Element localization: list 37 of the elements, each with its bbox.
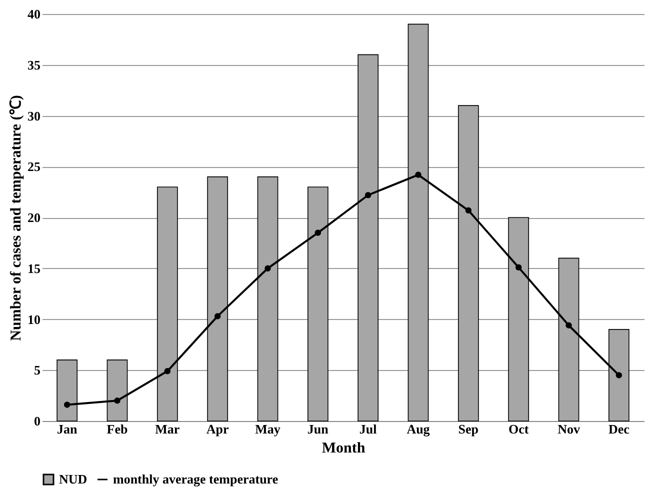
point (415, 172, 422, 178)
x-tick-label: Jun (307, 422, 330, 436)
x-tick-label: Apr (206, 422, 230, 436)
y-tick-label: 30 (28, 108, 40, 124)
x-tick-label: Dec (608, 422, 630, 436)
y-tick-label: 0 (34, 414, 40, 428)
x-tick-label: Oct (508, 422, 530, 436)
y-axis-title: Number of cases and temperature (℃) (8, 95, 24, 341)
y-tick-label: 25 (28, 159, 41, 174)
y-tick-label: 5 (34, 362, 41, 378)
point (465, 207, 472, 214)
x-tick-label: Aug (406, 422, 430, 436)
x-tick-label: Sep (458, 422, 479, 436)
y-tick-label: 40 (28, 6, 40, 22)
y-tick-label: 20 (28, 210, 40, 225)
x-tick-label: Jan (56, 422, 78, 436)
legend-label: monthly average temperature (113, 472, 278, 486)
x-tick-label: Mar (155, 422, 180, 436)
point (114, 398, 120, 404)
point (164, 368, 171, 374)
x-tick-label: Jul (359, 422, 378, 436)
legend-label: NUD (59, 472, 88, 486)
x-tick-label: May (255, 422, 281, 436)
point (314, 230, 322, 236)
point (64, 402, 70, 408)
point (264, 265, 271, 272)
point (566, 322, 572, 328)
point (214, 313, 221, 320)
y-tick-label: 15 (28, 260, 41, 276)
point (616, 372, 622, 378)
y-tick-label: 35 (28, 57, 41, 72)
x-axis-title: Month (322, 440, 366, 456)
y-tick-label: 10 (28, 312, 40, 327)
x-tick-label: Nov (558, 422, 580, 436)
point (364, 192, 372, 198)
x-tick-label: Feb (106, 422, 128, 436)
point (515, 264, 522, 270)
